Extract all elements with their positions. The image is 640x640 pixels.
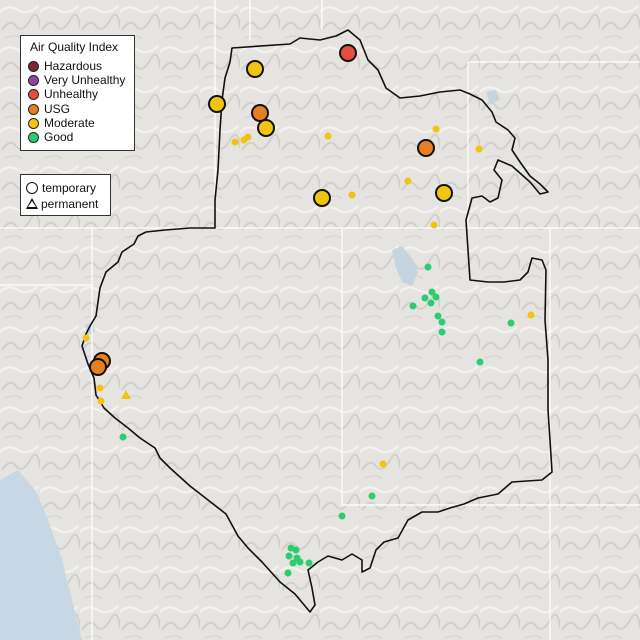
temporary-monitor-marker[interactable] — [208, 95, 226, 113]
legend-label: Unhealthy — [44, 87, 99, 101]
legend-title: Air Quality Index — [30, 40, 119, 54]
temporary-monitor-marker[interactable] — [417, 139, 435, 157]
usg-swatch-icon — [28, 103, 39, 115]
aqi-legend: Air Quality Index Hazardous Very Unhealt… — [20, 35, 135, 151]
monitor-marker[interactable] — [285, 552, 293, 560]
good-swatch-icon — [28, 131, 39, 143]
legend-label: temporary — [42, 180, 97, 195]
pacific-ocean — [0, 470, 82, 640]
monitor-marker[interactable] — [527, 311, 535, 319]
temporary-monitor-marker[interactable] — [339, 44, 357, 62]
temporary-monitor-marker[interactable] — [313, 189, 331, 207]
very-unhealthy-swatch-icon — [28, 74, 39, 86]
monitor-marker[interactable] — [379, 460, 387, 468]
legend-label: USG — [44, 102, 71, 116]
monitor-marker[interactable] — [292, 546, 300, 554]
triangle-icon — [26, 198, 38, 209]
monitor-markers — [82, 44, 535, 577]
legend-item-temporary: temporary — [26, 180, 96, 195]
circle-icon — [26, 181, 38, 194]
unhealthy-swatch-icon — [28, 88, 39, 100]
monitor-marker[interactable] — [305, 559, 313, 567]
monitor-marker[interactable] — [476, 358, 484, 366]
legend-item-usg: USG — [28, 102, 70, 116]
legend-item-very-unhealthy: Very Unhealthy — [28, 73, 125, 87]
temporary-monitor-marker[interactable] — [251, 104, 269, 122]
monitor-marker[interactable] — [284, 569, 292, 577]
monitor-marker[interactable] — [404, 177, 412, 185]
legend-label: Moderate — [44, 116, 95, 130]
legend-item-good: Good — [28, 130, 73, 144]
monitor-marker[interactable] — [432, 125, 440, 133]
monitor-marker[interactable] — [289, 559, 297, 567]
monitor-marker[interactable] — [432, 293, 440, 301]
legend-item-unhealthy: Unhealthy — [28, 87, 98, 101]
moderate-swatch-icon — [28, 117, 39, 129]
temporary-monitor-marker[interactable] — [89, 358, 107, 376]
legend-item-hazardous: Hazardous — [28, 59, 102, 73]
legend-label: Good — [44, 130, 74, 144]
lake — [486, 90, 500, 104]
region-boundary — [81, 29, 553, 613]
monitor-marker[interactable] — [231, 138, 239, 146]
monitor-marker[interactable] — [324, 132, 332, 140]
permanent-monitor-marker[interactable] — [121, 390, 131, 399]
legend-item-moderate: Moderate — [28, 116, 95, 130]
monitor-marker[interactable] — [244, 133, 252, 141]
legend-label: permanent — [41, 196, 99, 211]
monitor-marker[interactable] — [438, 328, 446, 336]
temporary-monitor-marker[interactable] — [257, 119, 275, 137]
monitor-marker[interactable] — [119, 433, 127, 441]
monitor-marker[interactable] — [427, 299, 435, 307]
monitor-marker[interactable] — [430, 221, 438, 229]
monitor-marker[interactable] — [338, 512, 346, 520]
temporary-monitor-marker[interactable] — [435, 184, 453, 202]
monitor-marker[interactable] — [424, 263, 432, 271]
monitor-marker[interactable] — [296, 558, 304, 566]
monitor-marker[interactable] — [428, 288, 436, 296]
legend-label: Hazardous — [44, 59, 103, 73]
monitor-marker[interactable] — [434, 312, 442, 320]
temporary-monitor-marker[interactable] — [246, 60, 264, 78]
monitor-type-legend: temporary permanent — [20, 174, 111, 216]
monitor-marker[interactable] — [438, 318, 446, 326]
legend-item-permanent: permanent — [26, 196, 98, 211]
monitor-marker[interactable] — [475, 145, 483, 153]
monitor-marker[interactable] — [507, 319, 515, 327]
great-salt-lake — [392, 246, 418, 286]
hazardous-swatch-icon — [28, 60, 39, 72]
monitor-marker[interactable] — [96, 384, 104, 392]
monitor-marker[interactable] — [409, 302, 417, 310]
monitor-marker[interactable] — [82, 334, 90, 342]
monitor-marker[interactable] — [348, 191, 356, 199]
monitor-marker[interactable] — [97, 397, 105, 405]
monitor-marker[interactable] — [368, 492, 376, 500]
legend-label: Very Unhealthy — [44, 73, 126, 87]
monitor-marker[interactable] — [421, 294, 429, 302]
